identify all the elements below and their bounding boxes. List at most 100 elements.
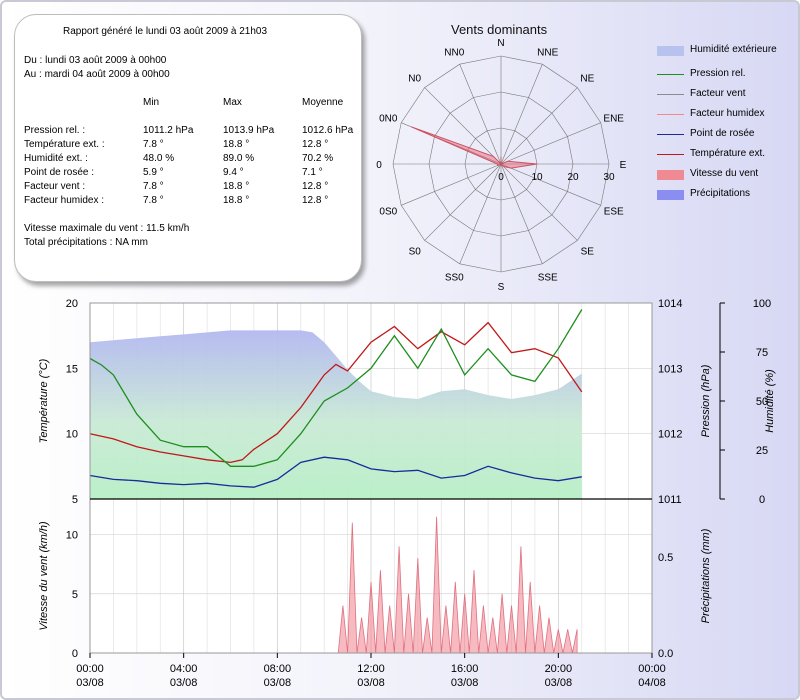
- legend-label: Point de rosée: [690, 128, 755, 139]
- x-date-label: 03/08: [170, 677, 198, 689]
- precip-tick-label: 0.0: [658, 648, 673, 660]
- series-line: [89, 321, 583, 464]
- max-wind-text: Vitesse maximale du vent : 11.5 km/h: [24, 223, 190, 234]
- radial-tick-label: 10: [531, 172, 543, 183]
- x-tick-label: 12:00: [357, 663, 385, 675]
- legend-swatch: [657, 154, 684, 155]
- x-date-label: 03/08: [264, 677, 292, 689]
- legend-swatch: [657, 134, 684, 135]
- legend-swatch: [657, 114, 684, 115]
- radar-spoke: [500, 87, 578, 165]
- radar-spoke: [500, 163, 601, 206]
- radar-spoke: [500, 64, 543, 165]
- humidity-tick-label: 25: [756, 445, 768, 457]
- total-precip-text: Total précipitations : NA mm: [24, 237, 148, 248]
- wind-rose-title: Vents dominants: [451, 22, 548, 37]
- direction-label: ESE: [604, 207, 624, 218]
- radar-spoke: [500, 122, 601, 165]
- legend-label: Humidité extérieure: [690, 44, 777, 55]
- col-avg: Moyenne: [302, 97, 344, 108]
- legend-label: Facteur humidex: [690, 108, 765, 119]
- row-avg: 70.2 %: [302, 153, 334, 164]
- direction-label: ENE: [603, 113, 624, 124]
- x-tick-label: 00:00: [638, 663, 666, 675]
- row-max: 1013.9 hPa: [223, 125, 275, 136]
- col-min: Min: [143, 97, 160, 108]
- row-label: Humidité ext. :: [24, 153, 88, 164]
- pressure-tick-label: 1012: [658, 429, 682, 441]
- radar-spoke: [424, 163, 502, 241]
- direction-label: N0: [408, 74, 421, 85]
- x-date-label: 03/08: [357, 677, 385, 689]
- direction-label: 0: [376, 160, 382, 171]
- temperature-tick-label: 15: [66, 363, 78, 375]
- direction-label: SS0: [445, 273, 464, 284]
- row-label: Température ext. :: [24, 139, 105, 150]
- radial-tick-label: 0: [498, 172, 504, 183]
- radar-spoke: [500, 163, 578, 241]
- legend-swatch: [657, 94, 684, 95]
- row-max: 9.4 °: [223, 167, 244, 178]
- row-min: 48.0 %: [143, 153, 175, 164]
- row-label: Point de rosée :: [24, 167, 95, 178]
- temperature-tick-label: 10: [66, 429, 78, 441]
- direction-label: N: [497, 38, 504, 49]
- wind-speed-area: [411, 126, 538, 169]
- direction-label: 0N0: [379, 113, 398, 124]
- pressure-tick-label: 1011: [658, 494, 682, 506]
- direction-label: S0: [409, 246, 422, 257]
- legend-label: Pression rel.: [690, 68, 746, 79]
- row-min: 7.8 °: [143, 139, 164, 150]
- period-to: Au : mardi 04 août 2009 à 00h00: [24, 69, 170, 80]
- row-avg: 1012.6 hPa: [302, 125, 354, 136]
- row-max: 18.8 °: [223, 195, 250, 206]
- wind-tick-label: 5: [72, 589, 78, 601]
- row-min: 7.8 °: [143, 195, 164, 206]
- period-from: Du : lundi 03 août 2009 à 00h00: [24, 55, 167, 66]
- row-min: 7.8 °: [143, 181, 164, 192]
- humidity-axis-title: Humidité (%): [764, 369, 776, 433]
- humidity-tick-label: 75: [756, 347, 768, 359]
- direction-label: 0S0: [379, 207, 397, 218]
- row-max: 18.8 °: [223, 181, 250, 192]
- x-tick-label: 04:00: [170, 663, 198, 675]
- pressure-tick-label: 1013: [658, 363, 682, 375]
- pressure-tick-label: 1014: [658, 298, 682, 310]
- row-avg: 12.8 °: [302, 181, 329, 192]
- legend-swatch: [657, 170, 684, 180]
- radial-tick-label: 30: [603, 172, 615, 183]
- x-tick-label: 16:00: [451, 663, 479, 675]
- direction-label: NN0: [444, 47, 464, 58]
- series-line: [89, 309, 583, 467]
- direction-label: NE: [580, 74, 594, 85]
- x-date-label: 04/08: [638, 677, 666, 689]
- direction-label: NNE: [537, 47, 558, 58]
- humidity-tick-label: 50: [756, 396, 768, 408]
- report-header: Rapport généré le lundi 03 août 2009 à 2…: [63, 26, 268, 37]
- x-tick-label: 08:00: [264, 663, 292, 675]
- row-min: 5.9 °: [143, 167, 164, 178]
- row-avg: 12.8 °: [302, 139, 329, 150]
- x-date-label: 03/08: [451, 677, 479, 689]
- radar-spoke: [459, 64, 502, 165]
- x-date-label: 03/08: [545, 677, 573, 689]
- pressure-axis-title: Pression (hPa): [700, 364, 712, 437]
- wind-speed-area: [337, 516, 578, 654]
- x-date-label: 03/08: [76, 677, 104, 689]
- summary-panel: Rapport généré le lundi 03 août 2009 à 2…: [14, 14, 362, 282]
- precip-axis-title: Précipitations (mm): [700, 528, 712, 623]
- legend-label: Facteur vent: [690, 88, 746, 99]
- legend-label: Température ext.: [690, 148, 766, 159]
- radar-spoke: [459, 163, 502, 264]
- col-max: Max: [223, 97, 242, 108]
- x-tick-label: 20:00: [545, 663, 573, 675]
- legend-label: Vitesse du vent: [690, 168, 759, 179]
- direction-label: SSE: [538, 273, 558, 284]
- row-label: Facteur humidex :: [24, 195, 105, 206]
- legend-label: Précipitations: [690, 188, 751, 199]
- row-avg: 12.8 °: [302, 195, 329, 206]
- radar-spoke: [401, 163, 502, 206]
